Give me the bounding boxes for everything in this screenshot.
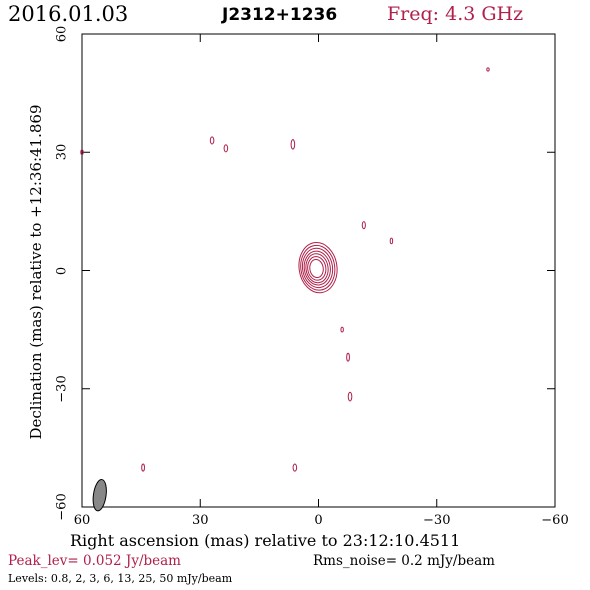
core-contour bbox=[303, 250, 331, 286]
component-contour bbox=[486, 67, 490, 72]
component-contour bbox=[80, 149, 84, 156]
contour-levels: Levels: 0.8, 2, 3, 6, 13, 25, 50 mJy/bea… bbox=[8, 572, 233, 585]
core-contour bbox=[300, 244, 336, 291]
x-tick-label: 60 bbox=[73, 513, 91, 528]
source-name: J2312+1236 bbox=[222, 5, 338, 25]
rms-noise: Rms_noise= 0.2 mJy/beam bbox=[313, 553, 495, 569]
y-tick-label: −60 bbox=[54, 493, 70, 521]
y-tick-label: 0 bbox=[54, 266, 70, 275]
y-axis-label: Declination (mas) relative to +12:36:41.… bbox=[27, 104, 45, 440]
component-contour bbox=[346, 352, 350, 362]
core-contour bbox=[307, 256, 327, 281]
x-tick-label: 30 bbox=[191, 513, 209, 528]
component-contour bbox=[389, 237, 394, 245]
y-tick-label: 60 bbox=[54, 25, 70, 43]
component-contour bbox=[223, 144, 229, 153]
x-tick-label: −60 bbox=[541, 513, 569, 528]
component-contour bbox=[209, 136, 215, 145]
component-contour bbox=[290, 139, 296, 150]
epoch-date: 2016.01.03 bbox=[8, 2, 129, 26]
restoring-beam bbox=[92, 479, 107, 512]
core-contour bbox=[309, 259, 324, 279]
x-tick-label: 0 bbox=[314, 513, 323, 528]
component-contour bbox=[141, 463, 145, 472]
axis-ticks bbox=[81, 33, 556, 508]
x-axis-label: Right ascension (mas) relative to 23:12:… bbox=[70, 531, 461, 550]
core-contour bbox=[298, 242, 338, 294]
frequency-label: Freq: 4.3 GHz bbox=[387, 3, 524, 25]
y-tick-label: 30 bbox=[54, 143, 70, 161]
component-contour bbox=[340, 326, 344, 333]
core-contour bbox=[301, 247, 334, 289]
component-contour bbox=[347, 391, 353, 402]
contour-marks bbox=[80, 67, 490, 512]
core-contour bbox=[305, 253, 329, 284]
component-contour bbox=[292, 463, 298, 472]
component-contour bbox=[361, 221, 366, 230]
plot-frame bbox=[81, 33, 556, 508]
x-tick-label: −30 bbox=[423, 513, 451, 528]
y-tick-label: −30 bbox=[54, 375, 70, 403]
peak-level: Peak_lev= 0.052 Jy/beam bbox=[8, 553, 181, 569]
